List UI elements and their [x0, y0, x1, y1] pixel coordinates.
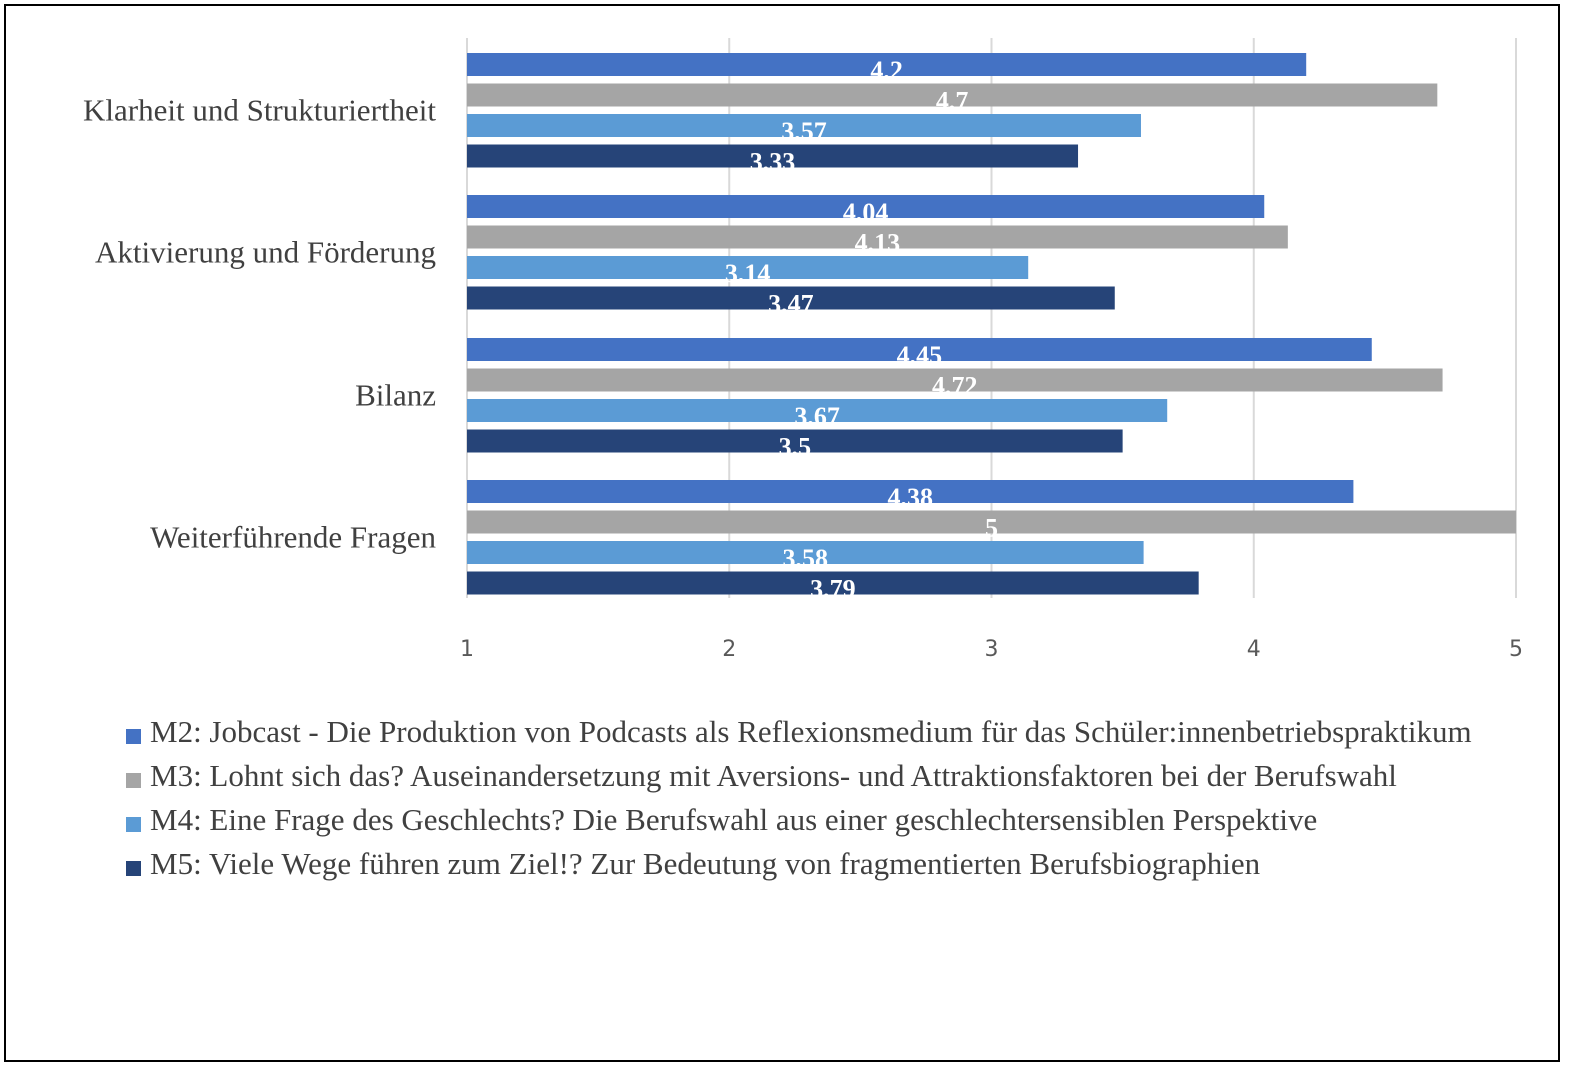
- data-label: 4,13: [855, 229, 901, 258]
- bar: [467, 571, 1199, 595]
- bar: [467, 480, 1354, 503]
- bar: [467, 225, 1288, 249]
- data-label: 5: [985, 514, 998, 543]
- bar: [467, 256, 1029, 279]
- legend-label: M3: Lohnt sich das? Auseinandersetzung m…: [150, 758, 1397, 793]
- data-label: 4,72: [932, 372, 978, 401]
- data-label: 4,2: [870, 56, 903, 85]
- category-label: Aktivierung und Förderung: [95, 234, 436, 269]
- data-label: 4,45: [897, 341, 943, 370]
- data-label: 4,38: [887, 483, 933, 512]
- bars: 4,2 4,7 3,573,33 4,044,13 3,143,47 4,454,72 3,…: [467, 53, 1516, 604]
- bar: [467, 53, 1307, 76]
- legend: M2: Jobcast - Die Produktion von Podcast…: [126, 712, 1526, 888]
- bar: [467, 399, 1168, 422]
- data-label: 3,47: [768, 290, 814, 319]
- bar: [467, 541, 1144, 564]
- legend-label: M5: Viele Wege führen zum Ziel!? Zur Bed…: [150, 846, 1261, 881]
- data-label: 3,57: [781, 117, 827, 146]
- bar: [467, 286, 1115, 310]
- data-label: 4,04: [843, 198, 889, 227]
- bar: [467, 114, 1141, 137]
- legend-item: M2: Jobcast - Die Produktion von Podcast…: [126, 712, 1526, 752]
- bar: [467, 429, 1123, 453]
- data-label: 3,33: [750, 148, 796, 177]
- data-label: 3,58: [783, 544, 829, 573]
- bar-chart: 4,2 4,7 3,573,33 4,044,13 3,143,47 4,454,72 3,…: [83, 38, 1523, 662]
- legend-swatch: [126, 861, 141, 876]
- category-label: Weiterführende Fragen: [150, 519, 436, 554]
- x-axis-ticks: 1 2 3 4 5: [460, 637, 1523, 662]
- bar: [467, 368, 1443, 392]
- legend-swatch: [126, 729, 141, 744]
- bar: [467, 338, 1372, 361]
- legend-swatch: [126, 817, 141, 832]
- x-tick-label: 2: [722, 637, 736, 662]
- x-tick-label: 5: [1509, 637, 1523, 662]
- legend-item: M5: Viele Wege führen zum Ziel!? Zur Bed…: [126, 844, 1526, 884]
- data-label: 3,14: [725, 259, 771, 288]
- bar: [467, 510, 1516, 534]
- legend-label: M2: Jobcast - Die Produktion von Podcast…: [150, 714, 1472, 749]
- legend-item: M4: Eine Frage des Geschlechts? Die Beru…: [126, 800, 1526, 840]
- legend-label: M4: Eine Frage des Geschlechts? Die Beru…: [150, 802, 1318, 837]
- data-label: 4,7: [936, 87, 969, 116]
- x-tick-label: 3: [985, 637, 999, 662]
- category-label: Bilanz: [355, 377, 436, 412]
- legend-item: M3: Lohnt sich das? Auseinandersetzung m…: [126, 756, 1526, 796]
- data-label: 3,67: [794, 402, 840, 431]
- legend-swatch: [126, 773, 141, 788]
- x-tick-label: 4: [1247, 637, 1261, 662]
- category-labels: Klarheit und Strukturiertheit Aktivierung…: [83, 92, 436, 554]
- bar: [467, 144, 1079, 168]
- data-label: 3,5: [779, 433, 812, 462]
- data-label: 3,79: [810, 575, 856, 604]
- bar: [467, 195, 1265, 218]
- category-label: Klarheit und Strukturiertheit: [83, 92, 436, 127]
- bar: [467, 83, 1438, 107]
- x-tick-label: 1: [460, 637, 474, 662]
